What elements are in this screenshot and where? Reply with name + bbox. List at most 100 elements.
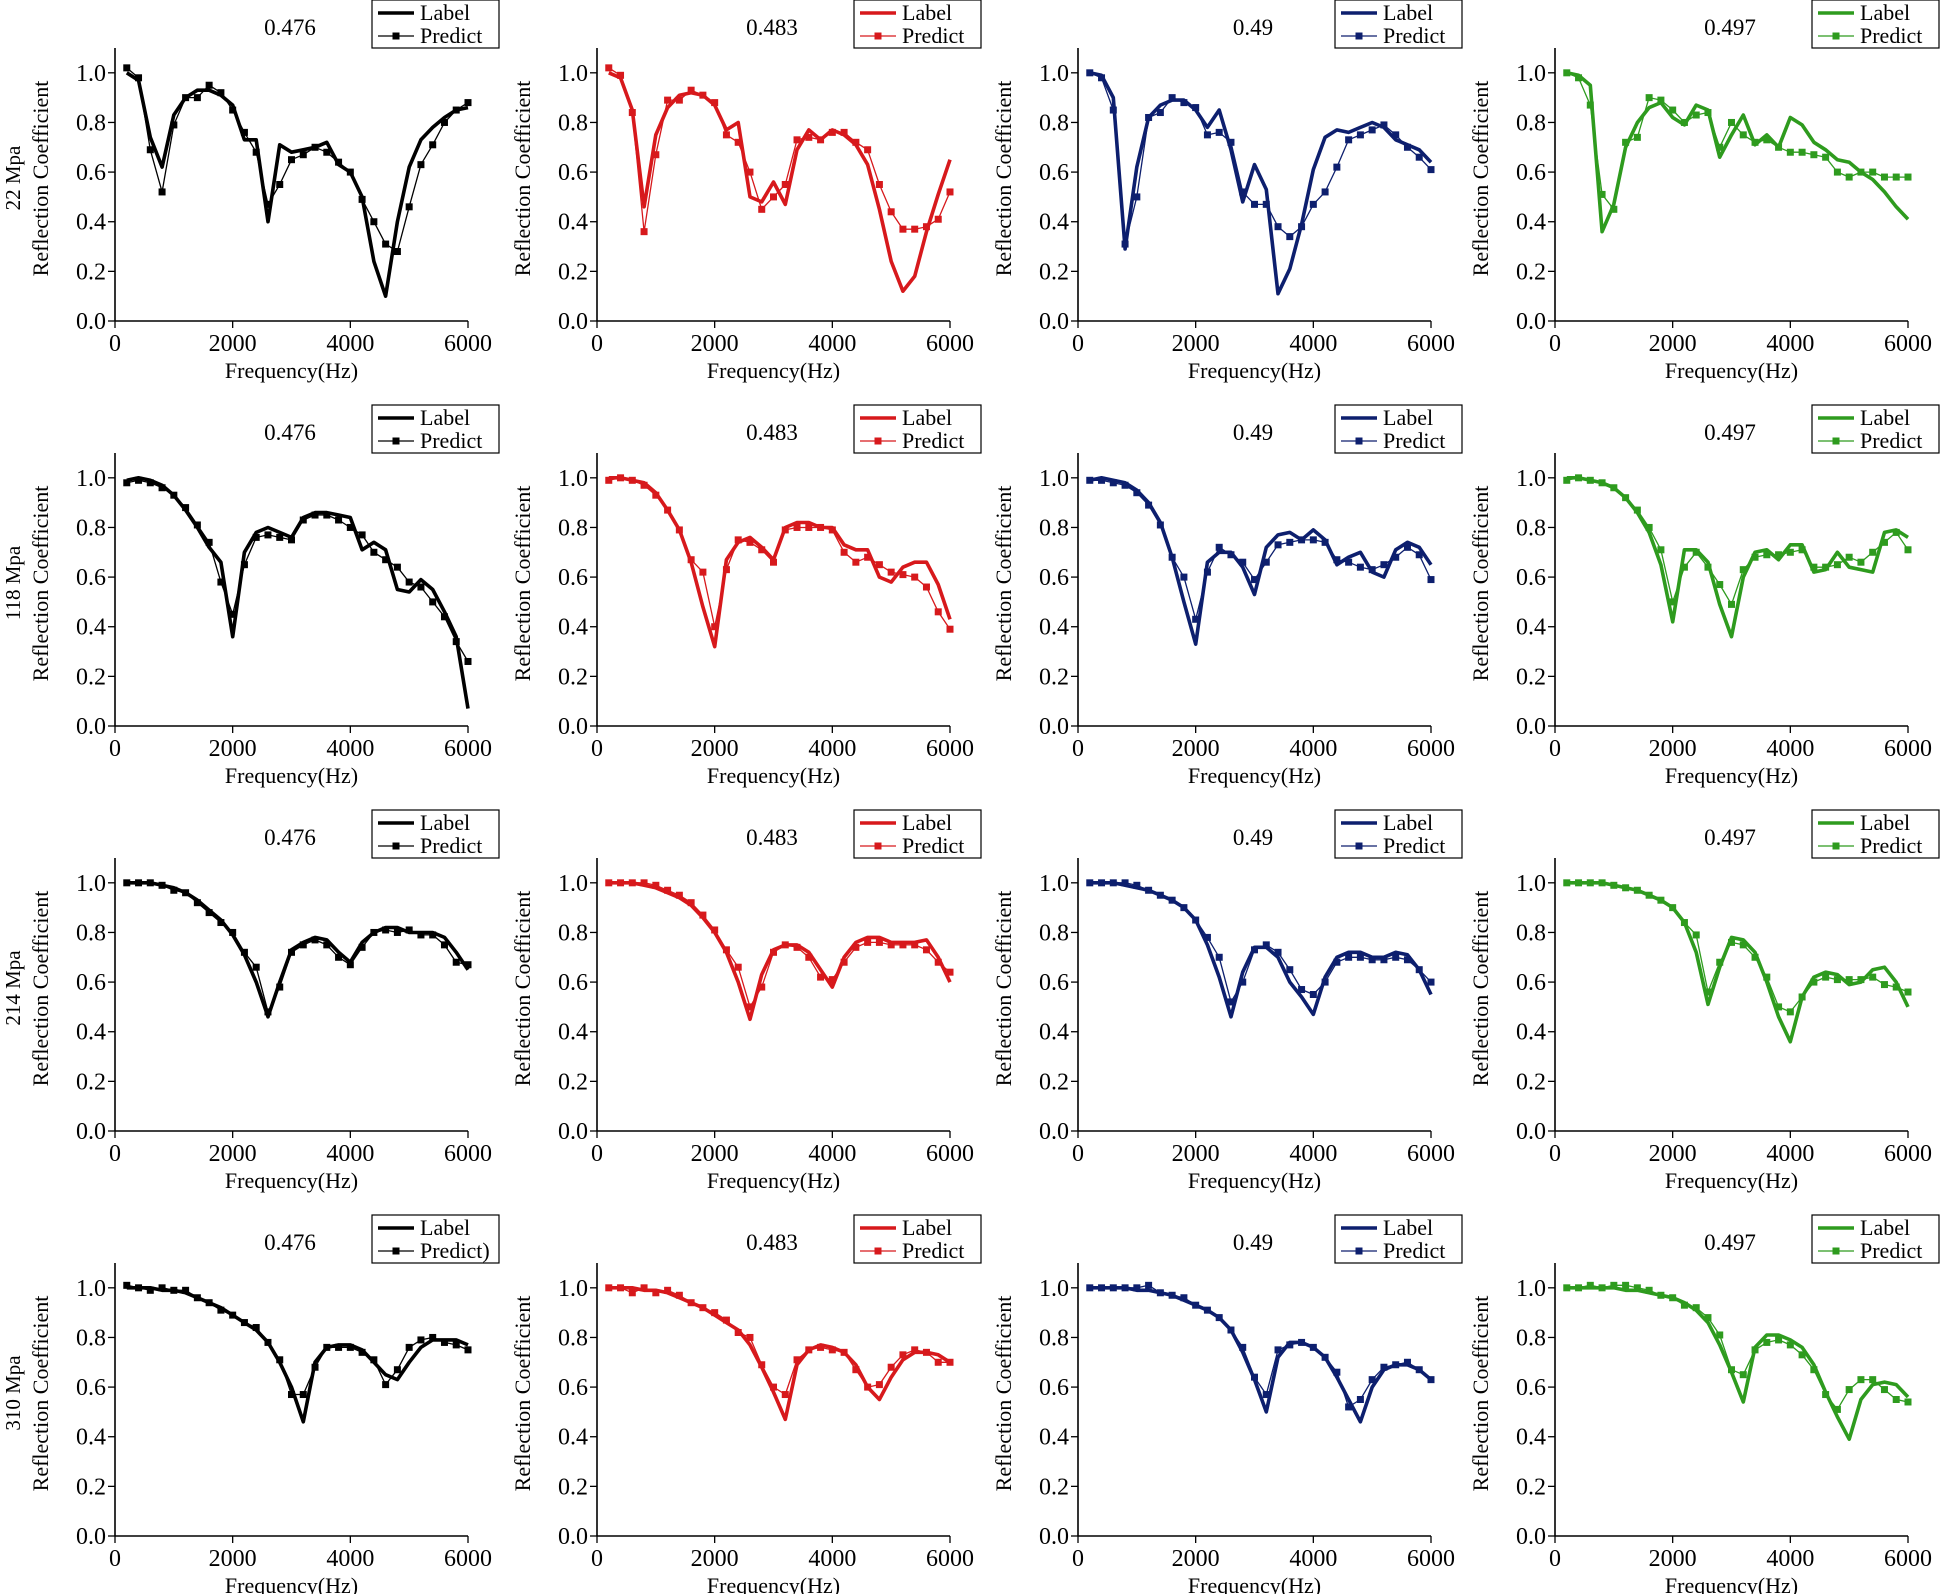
predict-point (1309, 200, 1317, 208)
predict-point (158, 1284, 166, 1292)
predict-point (252, 963, 260, 971)
predict-point (852, 1366, 860, 1374)
predict-point (1274, 541, 1282, 549)
predict-point (288, 948, 295, 956)
predict-point (1704, 1314, 1712, 1322)
predict-point (252, 148, 260, 156)
y-tick-label: 0.8 (558, 110, 588, 136)
series-predict-line (1089, 1284, 1432, 1408)
y-tick-label: 1.0 (1516, 61, 1546, 87)
predict-point (1904, 1398, 1912, 1406)
predict-point (382, 926, 390, 934)
x-tick-label: 0 (109, 1546, 121, 1572)
predict-point (1822, 1391, 1830, 1399)
series-predict-line (126, 67, 469, 253)
series-label-line (1089, 475, 1433, 646)
y-tick-label: 0.4 (558, 615, 588, 641)
legend-label-text: Label (902, 405, 952, 430)
series-label-line (125, 71, 469, 299)
predict-point (1739, 131, 1747, 139)
predict-point (1822, 153, 1830, 161)
legend-predict-text: Predict) (420, 1238, 490, 1263)
x-tick-label: 0 (1549, 331, 1561, 357)
y-tick-label: 0.2 (558, 1474, 588, 1500)
predict-point (1156, 891, 1164, 899)
legend-label-text: Label (1860, 0, 1910, 25)
predict-point (770, 558, 777, 566)
y-tick-label: 0.4 (1039, 1020, 1069, 1046)
predict-point (1380, 1363, 1388, 1371)
predict-point (1168, 1291, 1176, 1299)
predict-point (288, 536, 295, 544)
series-label-line (1566, 475, 1909, 639)
predict-point (781, 526, 789, 534)
predict-point (1833, 561, 1841, 569)
x-tick-label: 4000 (1289, 331, 1337, 357)
predict-point (1563, 69, 1571, 77)
predict-point (1563, 1284, 1571, 1292)
predict-point (1657, 546, 1665, 554)
chart-title: 0.49 (1233, 825, 1273, 850)
y-tick-label: 0.2 (558, 259, 588, 285)
predict-point (240, 1319, 248, 1327)
series-label-line (608, 475, 952, 649)
predict-point (1086, 69, 1094, 77)
predict-point (628, 109, 636, 117)
predict-point (1880, 1386, 1888, 1394)
chart-panel: 0.0 0.2 0.4 0.6 0.8 1.0 0 2000 4000 6000 Frequency… (510, 0, 982, 383)
x-tick-label: 2000 (691, 1546, 739, 1572)
predict-point (170, 121, 178, 129)
predict-point (946, 968, 954, 976)
predict-point (370, 218, 378, 226)
legend-predict-text: Predict (420, 833, 482, 858)
y-tick-label: 0.6 (76, 160, 106, 186)
y-axis-label: Reflection Coefficient (991, 1296, 1016, 1492)
x-tick-label: 0 (591, 331, 603, 357)
predict-point (617, 1284, 625, 1292)
predict-point (781, 1391, 789, 1399)
chart-title: 0.497 (1704, 420, 1756, 445)
predict-point (146, 1286, 154, 1294)
legend-predict-marker (392, 32, 400, 40)
predict-point (405, 203, 413, 211)
x-tick-label: 4000 (1289, 1141, 1337, 1167)
predict-point (358, 943, 366, 951)
predict-point (805, 133, 813, 141)
predict-point (1133, 193, 1141, 201)
predict-point (182, 889, 190, 897)
predict-point (1203, 933, 1211, 941)
legend-predict-marker (1355, 437, 1363, 445)
predict-point (1403, 543, 1411, 551)
predict-point (722, 566, 730, 574)
y-tick-label: 0.4 (76, 1425, 106, 1451)
legend-predict-text: Predict (1860, 1238, 1922, 1263)
predict-point (1345, 558, 1353, 566)
y-tick-label: 0.4 (558, 1020, 588, 1046)
predict-point (664, 96, 672, 104)
y-tick-label: 0.8 (1039, 110, 1069, 136)
predict-point (170, 1286, 178, 1294)
predict-point (1368, 126, 1376, 134)
predict-point (852, 138, 860, 146)
x-tick-label: 0 (591, 1141, 603, 1167)
y-axis-label: Reflection Coefficient (510, 486, 535, 682)
y-tick-label: 0.4 (1039, 615, 1069, 641)
legend-label-text: Label (1383, 810, 1433, 835)
predict-point (417, 161, 425, 169)
y-tick-label: 0.0 (1516, 309, 1546, 335)
predict-point (1892, 983, 1900, 991)
legend-box (1811, 0, 1940, 49)
chart-title: 0.497 (1704, 1230, 1756, 1255)
predict-point (1274, 948, 1282, 956)
legend-predict-marker (874, 842, 882, 850)
y-tick-label: 1.0 (1516, 871, 1546, 897)
x-axis-label: Frequency(Hz) (225, 358, 358, 383)
predict-point (1775, 143, 1783, 151)
predict-point (1345, 953, 1353, 961)
legend-predict-text: Predict (1383, 833, 1445, 858)
x-tick-label: 2000 (691, 736, 739, 762)
predict-point (675, 891, 683, 899)
legend-box (853, 404, 982, 454)
predict-point (299, 516, 307, 524)
x-tick-label: 4000 (1766, 736, 1814, 762)
